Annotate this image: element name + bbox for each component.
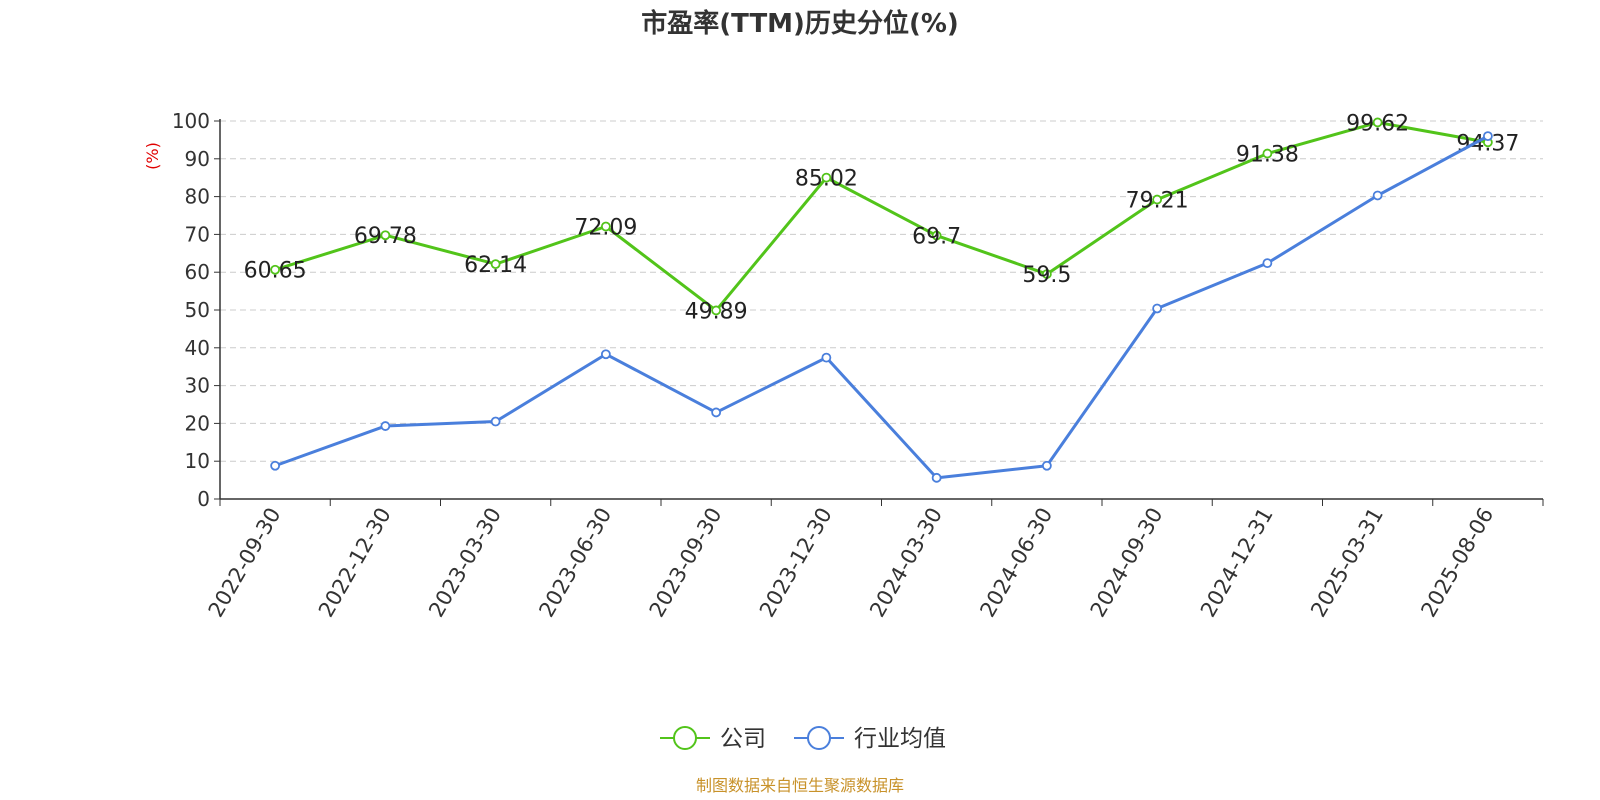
data-point [931, 230, 942, 241]
data-point [711, 407, 722, 418]
data-point [490, 259, 501, 270]
x-tick-label: 2023-06-30 [534, 504, 616, 622]
y-tick-label: 70 [185, 222, 210, 246]
legend-marker-0 [673, 726, 697, 750]
data-point [270, 264, 281, 275]
chart-title: 市盈率(TTM)历史分位(%) [641, 8, 959, 39]
data-point [1372, 190, 1383, 201]
data-point [821, 352, 832, 363]
series-line-1 [274, 134, 1489, 480]
data-point [1262, 148, 1273, 159]
source-footer: 制图数据来自恒生聚源数据库 [695, 776, 904, 795]
data-point [931, 472, 942, 483]
legend[interactable]: 公司 行业均值 [660, 726, 946, 752]
y-tick-label: 0 [197, 487, 210, 511]
data-point [1152, 194, 1163, 205]
y-tick-label: 30 [185, 374, 210, 398]
y-tick-label: 80 [185, 185, 210, 209]
y-tick-label: 20 [185, 411, 210, 435]
x-tick-label: 2024-09-30 [1086, 504, 1168, 622]
data-point [600, 221, 611, 232]
x-tick-label: 2022-09-30 [204, 504, 286, 622]
data-point [380, 230, 391, 241]
y-tick-label: 10 [185, 449, 210, 473]
data-point [600, 349, 611, 360]
data-label: 69.7 [912, 225, 961, 250]
x-tick-label: 2022-12-30 [314, 504, 396, 622]
x-tick-label: 2023-03-30 [424, 504, 506, 622]
grid-lines [220, 120, 1543, 462]
data-point [1372, 117, 1383, 128]
legend-label-0: 公司 [720, 726, 766, 752]
data-point [821, 172, 832, 183]
legend-marker-1 [807, 726, 831, 750]
data-point [1262, 258, 1273, 269]
data-point [490, 416, 501, 427]
x-tick-label: 2023-09-30 [645, 504, 727, 622]
data-point [1152, 303, 1163, 314]
y-tick-label: 40 [185, 336, 210, 360]
data-label: 99.62 [1346, 111, 1409, 136]
data-point [711, 305, 722, 316]
y-tick-label: 100 [172, 109, 210, 133]
chart: 市盈率(TTM)历史分位(%) (%) 0 10 20 30 40 50 60 70 80 90 1… [143, 8, 1544, 752]
x-tick-label: 2023-12-30 [755, 504, 837, 622]
data-label: 49.89 [685, 299, 748, 324]
data-point [1482, 131, 1493, 142]
x-tick-label: 2024-12-31 [1196, 504, 1278, 622]
data-label: 60.65 [244, 259, 307, 284]
data-label: 69.78 [354, 224, 417, 249]
y-tick-label: 90 [185, 147, 210, 171]
series-line-0 [274, 120, 1489, 312]
y-tick-label: 50 [185, 298, 210, 322]
y-axis-label: (%) [143, 142, 162, 170]
x-tick-label: 2024-06-30 [975, 504, 1057, 622]
series-layer: 60.65 69.78 62.14 72.09 49.89 85.02 69.7 59.5 79… [244, 111, 1519, 483]
data-label: 85.02 [795, 167, 858, 192]
data-point [1041, 460, 1052, 471]
data-label: 72.09 [574, 215, 637, 240]
x-tick-label: 2024-03-30 [865, 504, 947, 622]
data-label: 62.14 [464, 253, 527, 278]
y-tick-label: 60 [185, 260, 210, 284]
data-label: 79.21 [1126, 189, 1189, 214]
data-point [270, 460, 281, 471]
legend-label-1: 行业均值 [854, 726, 946, 752]
data-label: 59.5 [1022, 263, 1071, 288]
data-label: 91.38 [1236, 143, 1299, 168]
x-tick-label: 2025-03-31 [1306, 504, 1388, 622]
x-tick-label: 2025-08-06 [1416, 504, 1498, 622]
data-point [380, 421, 391, 431]
data-point [1041, 269, 1052, 279]
